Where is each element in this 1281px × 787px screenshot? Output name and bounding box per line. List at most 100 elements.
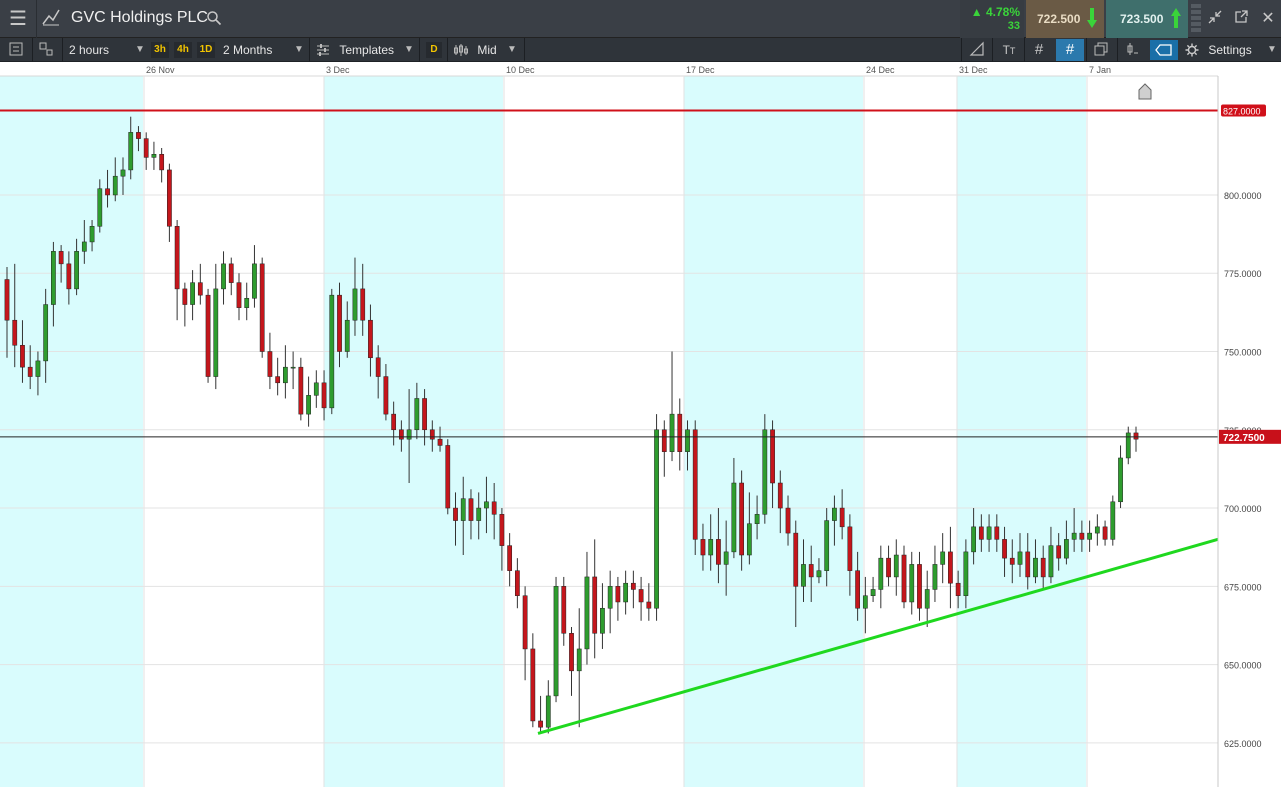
candle bbox=[383, 364, 389, 421]
candle bbox=[306, 376, 311, 427]
candle bbox=[886, 545, 891, 587]
templates-select[interactable]: Templates ▼ bbox=[316, 38, 420, 62]
candle-body bbox=[576, 648, 582, 672]
settings-button[interactable]: Settings ▼ bbox=[1185, 38, 1279, 62]
candle-body bbox=[816, 570, 822, 578]
candle bbox=[406, 389, 412, 484]
candle bbox=[785, 495, 791, 546]
candle-body bbox=[43, 304, 49, 362]
candle bbox=[143, 132, 149, 170]
candle-body bbox=[801, 564, 806, 587]
candle-body bbox=[886, 557, 891, 578]
candle bbox=[561, 576, 567, 646]
chart-toolbar: 2 hours ▼ 3h 4h 1D 2 Months ▼ Templates … bbox=[0, 38, 1281, 62]
candle-body bbox=[708, 539, 714, 556]
candle-body bbox=[685, 429, 690, 452]
trendline-tool-icon[interactable] bbox=[966, 41, 988, 59]
candle bbox=[27, 345, 33, 390]
current-price-label: 722.7500 bbox=[1223, 433, 1265, 444]
candle bbox=[298, 357, 304, 421]
candle bbox=[89, 220, 95, 252]
candle bbox=[777, 470, 783, 534]
drawing-list-icon[interactable] bbox=[38, 42, 54, 58]
d-button[interactable]: D bbox=[426, 42, 442, 58]
candle-body bbox=[174, 226, 180, 290]
candle-body bbox=[321, 382, 327, 409]
candle bbox=[337, 282, 342, 368]
interval-select[interactable]: 2 hours ▼ bbox=[69, 38, 147, 62]
candle-body bbox=[197, 282, 203, 296]
candle bbox=[1118, 445, 1123, 509]
indicator-icon[interactable] bbox=[1123, 42, 1141, 58]
chart-type-icon[interactable] bbox=[40, 7, 62, 31]
candle bbox=[607, 570, 613, 634]
chevron-down-icon: ▼ bbox=[404, 44, 414, 55]
candle bbox=[112, 157, 118, 202]
menu-icon[interactable]: ☰ bbox=[9, 8, 27, 30]
candle-body bbox=[143, 138, 149, 158]
candle bbox=[12, 263, 18, 368]
candle bbox=[1033, 539, 1038, 584]
candle-body bbox=[646, 601, 652, 609]
candle bbox=[1048, 526, 1054, 584]
candle-body bbox=[406, 429, 412, 440]
candle-body bbox=[1110, 501, 1116, 540]
candle bbox=[569, 627, 574, 696]
minimize-icon[interactable] bbox=[1206, 10, 1224, 28]
pop-out-icon[interactable] bbox=[1232, 10, 1250, 28]
candle bbox=[553, 576, 559, 703]
sell-button[interactable]: 722.500 bbox=[1026, 0, 1104, 38]
interval-1d-button[interactable]: 1D bbox=[197, 42, 215, 58]
candle-body bbox=[1009, 557, 1015, 565]
crosshair-active-icon[interactable]: # bbox=[1056, 39, 1084, 61]
candle-body bbox=[855, 570, 860, 609]
candle bbox=[81, 220, 87, 264]
candle-body bbox=[870, 589, 876, 596]
close-icon[interactable]: ✕ bbox=[1261, 10, 1275, 27]
candle-body bbox=[453, 507, 458, 521]
resistance-price-label: 827.0000 bbox=[1223, 106, 1261, 116]
candle bbox=[1079, 520, 1085, 552]
candle bbox=[283, 345, 288, 399]
home-icon[interactable] bbox=[1138, 83, 1152, 100]
y-tick-label: 700.0000 bbox=[1224, 504, 1262, 514]
grid-icon[interactable]: # bbox=[1034, 41, 1044, 58]
text-tool-icon[interactable]: TT bbox=[1002, 43, 1016, 57]
chevron-down-icon: ▼ bbox=[294, 44, 304, 55]
candle bbox=[484, 476, 489, 534]
candle-body bbox=[1125, 432, 1131, 459]
candle bbox=[344, 301, 350, 358]
templates-icon bbox=[316, 41, 330, 65]
label-tag-icon[interactable] bbox=[1150, 40, 1178, 60]
candle bbox=[986, 514, 992, 552]
candle bbox=[275, 357, 281, 396]
candle bbox=[422, 389, 427, 446]
candle-body bbox=[955, 582, 961, 596]
candle-body bbox=[592, 576, 598, 634]
instrument-title[interactable]: GVC Holdings PLC bbox=[71, 9, 208, 26]
interval-3h-button[interactable]: 3h bbox=[151, 42, 169, 58]
candle-body bbox=[561, 586, 567, 634]
candle bbox=[1087, 520, 1092, 552]
candle-body bbox=[569, 633, 574, 672]
buy-arrow-icon bbox=[1170, 7, 1182, 34]
candle bbox=[35, 351, 41, 396]
candle bbox=[646, 583, 652, 621]
range-select[interactable]: 2 Months ▼ bbox=[223, 38, 307, 62]
interval-4h-button[interactable]: 4h bbox=[174, 42, 192, 58]
duplicate-icon[interactable] bbox=[1092, 42, 1110, 58]
candle bbox=[120, 157, 126, 195]
candle-body bbox=[901, 554, 907, 603]
buy-button[interactable]: 723.500 bbox=[1106, 0, 1188, 38]
range-value: 2 Months bbox=[223, 43, 273, 57]
search-icon[interactable] bbox=[205, 10, 223, 28]
price-mode-select[interactable]: Mid ▼ bbox=[453, 38, 521, 62]
candle bbox=[808, 545, 814, 602]
price-chart[interactable]: 26 Nov 3 Dec 10 Dec 17 Dec 24 Dec 31 Dec 7 Jan… bbox=[0, 62, 1281, 787]
candle-body bbox=[963, 551, 969, 596]
support-trendline[interactable] bbox=[537, 537, 1219, 735]
layout-icon[interactable] bbox=[8, 42, 24, 58]
candle-body bbox=[932, 564, 938, 590]
candle-body bbox=[97, 188, 103, 227]
candle-body bbox=[584, 576, 590, 650]
